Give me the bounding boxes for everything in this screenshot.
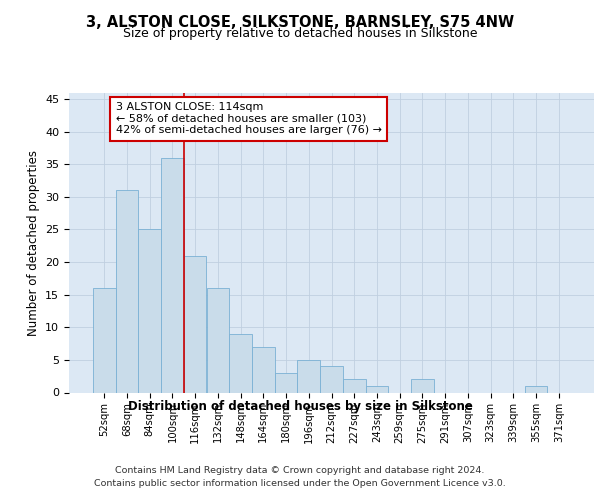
Bar [343, 380, 365, 392]
Bar [184, 256, 206, 392]
Bar [206, 288, 229, 393]
Text: 3 ALSTON CLOSE: 114sqm
← 58% of detached houses are smaller (103)
42% of semi-de: 3 ALSTON CLOSE: 114sqm ← 58% of detached… [116, 102, 382, 136]
Bar [411, 380, 434, 392]
Text: Size of property relative to detached houses in Silkstone: Size of property relative to detached ho… [123, 28, 477, 40]
Bar [93, 288, 116, 393]
Text: Contains HM Land Registry data © Crown copyright and database right 2024.: Contains HM Land Registry data © Crown c… [115, 466, 485, 475]
Bar [320, 366, 343, 392]
Bar [116, 190, 139, 392]
Bar [524, 386, 547, 392]
Bar [161, 158, 184, 392]
Text: Contains public sector information licensed under the Open Government Licence v3: Contains public sector information licen… [94, 479, 506, 488]
Bar [139, 230, 161, 392]
Y-axis label: Number of detached properties: Number of detached properties [26, 150, 40, 336]
Text: Distribution of detached houses by size in Silkstone: Distribution of detached houses by size … [128, 400, 472, 413]
Text: 3, ALSTON CLOSE, SILKSTONE, BARNSLEY, S75 4NW: 3, ALSTON CLOSE, SILKSTONE, BARNSLEY, S7… [86, 15, 514, 30]
Bar [298, 360, 320, 392]
Bar [275, 373, 298, 392]
Bar [229, 334, 252, 392]
Bar [252, 347, 275, 393]
Bar [365, 386, 388, 392]
